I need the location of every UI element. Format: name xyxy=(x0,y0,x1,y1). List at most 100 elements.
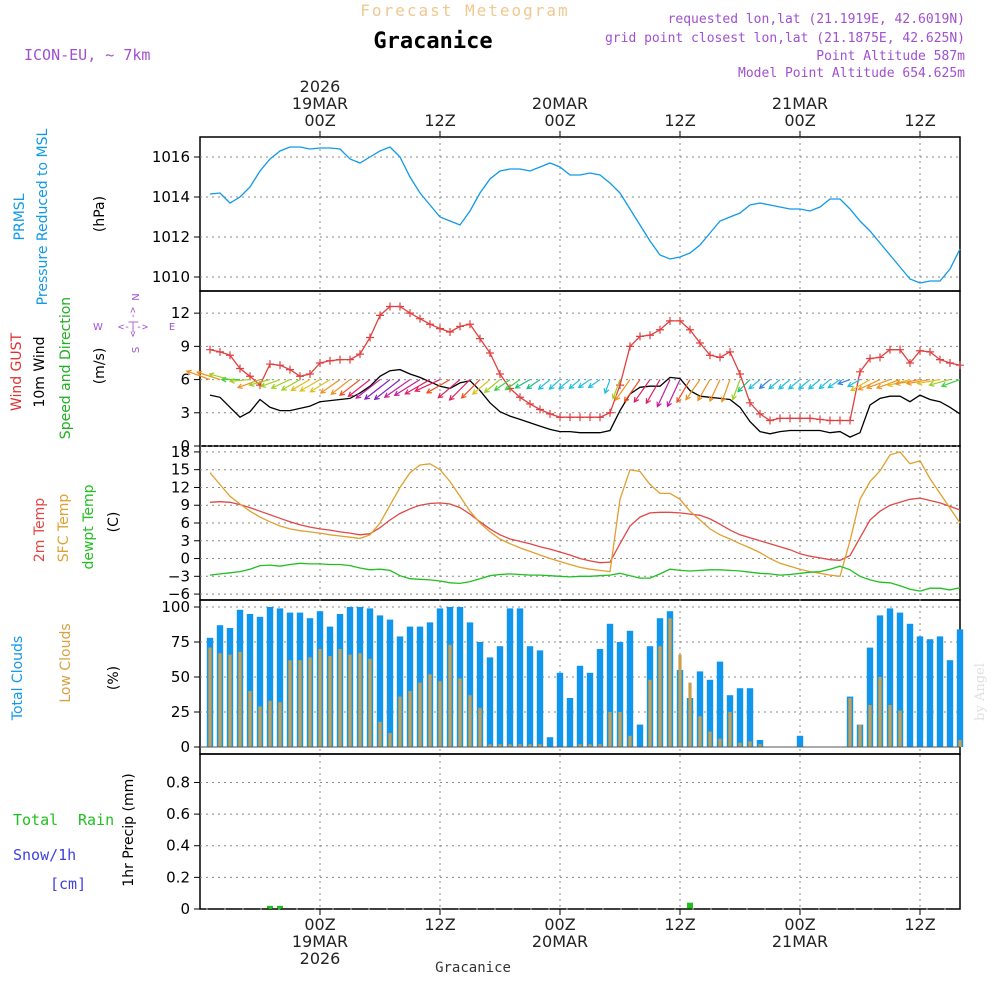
total-cloud-bar xyxy=(586,672,594,747)
total-cloud-bar xyxy=(756,740,764,747)
gust-marker xyxy=(896,345,904,354)
wind-arrow xyxy=(537,379,551,390)
gust-marker xyxy=(606,408,614,417)
series-line-dewpt-temp xyxy=(209,562,961,592)
low-cloud-bar xyxy=(538,744,542,747)
low-cloud-bar xyxy=(708,731,712,747)
compass-n: N xyxy=(131,293,142,300)
total-cloud-bar xyxy=(716,661,724,747)
low-cloud-bar xyxy=(358,653,362,747)
low-cloud-bar xyxy=(658,646,662,747)
temperature-panel-labels: 2m Temp SFC Temp dewpt Temp (C) xyxy=(32,484,122,569)
wind-arrow xyxy=(894,378,921,387)
time-label-top: 00Z xyxy=(784,111,815,130)
low-cloud-bar xyxy=(268,700,272,747)
wind-arrow xyxy=(448,379,471,401)
gust-marker xyxy=(696,339,704,348)
gust-marker xyxy=(536,405,544,414)
gust-marker xyxy=(706,351,714,360)
low-cloud-bar xyxy=(588,744,592,747)
gust-marker xyxy=(566,413,574,422)
low-cloud-bar xyxy=(238,651,242,747)
precip-label-cm: [cm] xyxy=(50,875,86,893)
wind-arrow xyxy=(731,379,741,401)
gust-marker xyxy=(676,316,684,325)
wind-arrow xyxy=(656,379,671,408)
low-cloud-bar xyxy=(328,656,332,747)
low-cloud-bar xyxy=(458,678,462,747)
wind-arrow xyxy=(414,379,441,393)
gust-marker xyxy=(636,332,644,341)
total-cloud-bar xyxy=(456,607,464,747)
low-cloud-bar xyxy=(698,716,702,747)
wind-arrow xyxy=(940,379,961,388)
wind-arrow xyxy=(319,379,341,394)
wind-arrow xyxy=(493,379,511,391)
gust-marker xyxy=(736,370,744,379)
chart-subtitle: Forecast Meteogram xyxy=(360,1,569,20)
wind-arrow xyxy=(339,379,361,396)
wind-arrow xyxy=(587,379,601,389)
y-tick-label: 1016 xyxy=(152,148,190,166)
low-cloud-bar xyxy=(678,654,682,747)
gust-marker xyxy=(376,311,384,320)
total-cloud-bar xyxy=(546,737,554,747)
gust-marker xyxy=(776,414,784,423)
gust-marker xyxy=(346,355,354,364)
wind-arrow xyxy=(818,379,831,390)
total-cloud-bar xyxy=(866,647,874,747)
total-cloud-bar xyxy=(266,607,274,747)
low-cloud-bar xyxy=(748,741,752,747)
low-cloud-bar xyxy=(728,712,732,747)
y-tick-label: 0.4 xyxy=(166,837,190,855)
pressure-label-prmsl: PRMSL xyxy=(12,193,28,240)
pressure-label-msl: Pressure Reduced to MSL xyxy=(35,128,51,305)
y-tick-label: 0 xyxy=(180,900,190,918)
total-cloud-bar xyxy=(536,650,544,747)
low-cloud-bar xyxy=(878,677,882,747)
time-label-bottom: 12Z xyxy=(904,915,935,934)
total-cloud-bar xyxy=(376,615,384,747)
low-cloud-bar xyxy=(498,744,502,747)
y-tick-label: 12 xyxy=(171,304,190,322)
y-tick-label: 1014 xyxy=(152,188,190,206)
gust-marker xyxy=(496,370,504,379)
low-cloud-bar xyxy=(348,654,352,747)
gust-marker xyxy=(266,360,274,369)
wind-arrow xyxy=(425,379,451,394)
gust-marker xyxy=(286,365,294,374)
low-cloud-bar xyxy=(308,657,312,747)
cloud-panel-labels: Total Clouds Low Clouds (%) xyxy=(10,623,122,721)
wind-arrow xyxy=(709,379,721,403)
gust-marker xyxy=(746,398,754,407)
wind-label-gust: Wind GUST xyxy=(9,332,25,411)
compass-rose-icon: N <-|-> <-|-> W E S xyxy=(93,293,175,353)
wind-arrow xyxy=(373,379,401,401)
wind-arrow xyxy=(248,378,271,387)
low-cloud-bar xyxy=(958,740,962,747)
low-cloud-bar xyxy=(528,744,532,747)
gust-marker xyxy=(946,358,954,367)
wind-arrow xyxy=(837,379,851,386)
wind-arrow xyxy=(768,379,781,390)
cloud-unit: (%) xyxy=(106,666,122,690)
precip-label-snow: Snow/1h xyxy=(13,846,76,864)
panel-frame-0 xyxy=(199,136,961,292)
wind-arrow xyxy=(548,379,561,390)
wind-arrow xyxy=(850,379,871,392)
time-label-bottom: 12Z xyxy=(424,915,455,934)
y-tick-label: 50 xyxy=(171,668,190,686)
compass-arrows: <-|-> xyxy=(128,307,139,337)
compass-w: W xyxy=(93,322,103,333)
gust-marker xyxy=(886,345,894,354)
gust-marker xyxy=(806,414,814,423)
total-cloud-bar xyxy=(956,629,964,747)
low-cloud-bar xyxy=(578,744,582,747)
wind-arrow xyxy=(355,379,381,399)
wind-arrow xyxy=(383,379,411,398)
gust-marker xyxy=(246,372,254,381)
gust-marker xyxy=(276,361,284,370)
total-cloud-bar xyxy=(496,646,504,747)
y-tick-label: 18 xyxy=(171,443,190,461)
